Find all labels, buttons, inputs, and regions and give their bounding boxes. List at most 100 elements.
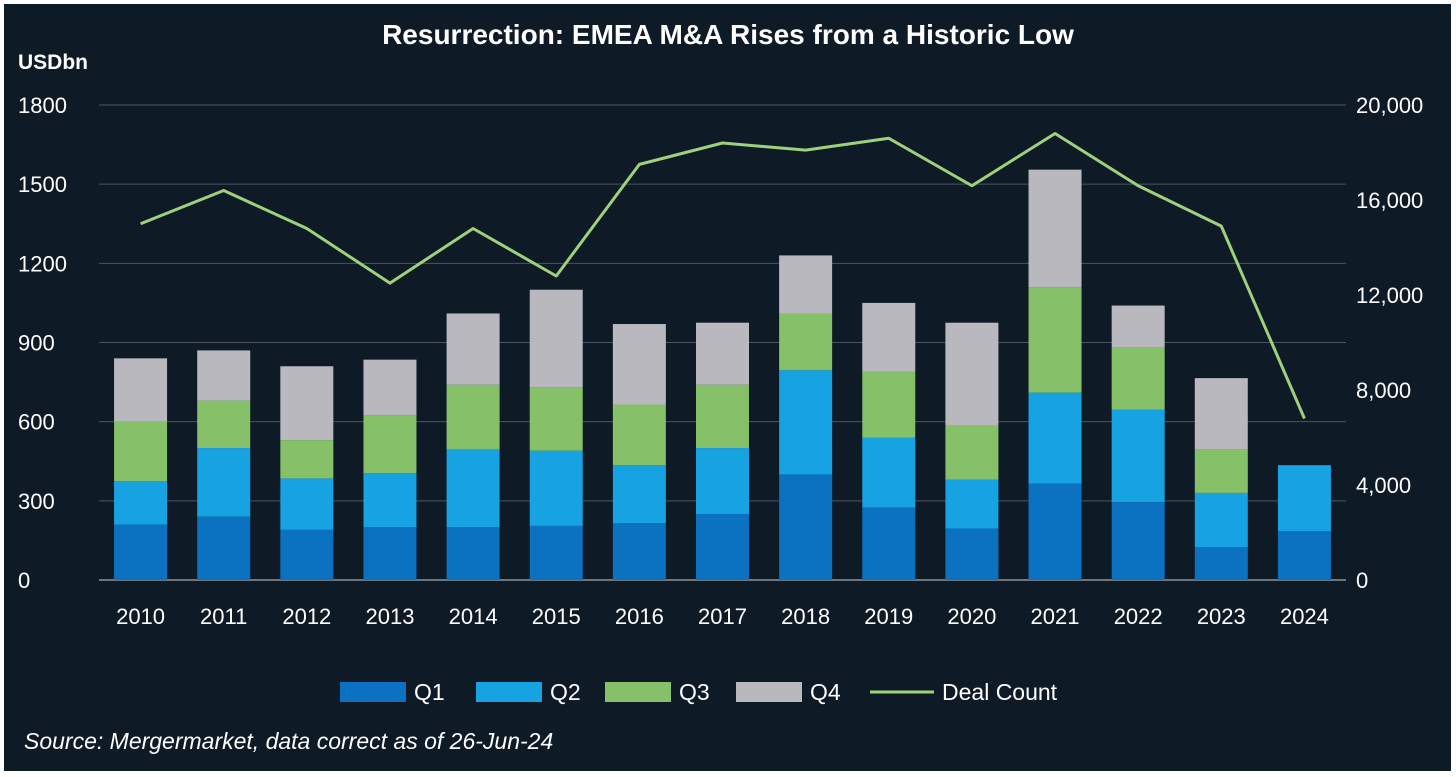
- y2-tick-label: 0: [1356, 568, 1368, 593]
- legend-label-q4: Q4: [810, 679, 841, 705]
- bar-q2-2014: [446, 449, 500, 528]
- x-tick-label: 2016: [615, 604, 664, 629]
- legend-swatch-q2: [476, 682, 542, 702]
- x-axis-ticks: 2010 2011 2012 2013 2014 2015 2016 2017 2018 2019…: [116, 604, 1329, 629]
- source-note: Source: Mergermarket, data correct as of…: [24, 728, 553, 754]
- bar-q2-2017: [696, 448, 749, 515]
- bar-q4-2011: [197, 350, 251, 401]
- y-tick-label: 900: [18, 331, 55, 356]
- legend-label-q1: Q1: [414, 679, 445, 705]
- bar-q2-2010: [114, 481, 168, 525]
- bar-q3-2014: [446, 384, 500, 450]
- bar-q1-2023: [1194, 547, 1248, 580]
- bar-q3-2015: [529, 387, 583, 451]
- y-tick-label: 1500: [18, 172, 67, 197]
- bar-q4-2022: [1111, 305, 1165, 348]
- x-tick-label: 2010: [116, 604, 165, 629]
- y-tick-label: 600: [18, 410, 55, 435]
- bar-q2-2015: [529, 450, 583, 526]
- bar-q2-2023: [1194, 492, 1248, 548]
- legend-label-q2: Q2: [550, 679, 581, 705]
- bar-q1-2013: [363, 527, 417, 580]
- bar-q3-2018: [779, 313, 833, 371]
- y2-tick-label: 8,000: [1356, 378, 1411, 403]
- y2-tick-label: 4,000: [1356, 473, 1411, 498]
- y-tick-label: 1200: [18, 251, 67, 276]
- bar-q1-2018: [779, 474, 833, 580]
- bar-q1-2010: [114, 524, 168, 580]
- bar-q4-2015: [529, 289, 583, 388]
- y-axis-unit-label: USDbn: [18, 51, 88, 74]
- legend-label-q3: Q3: [679, 679, 710, 705]
- bar-q1-2024: [1277, 531, 1331, 580]
- bar-q3-2011: [197, 400, 251, 449]
- deal-count-line-group: [140, 132, 1306, 420]
- bar-q1-2020: [945, 528, 999, 580]
- y2-axis-ticks: 0 4,000 8,000 12,000 16,000 20,000: [1356, 93, 1423, 593]
- bar-q1-2011: [197, 516, 251, 580]
- bar-q3-2017: [696, 384, 749, 449]
- chart-title: Resurrection: EMEA M&A Rises from a Hist…: [382, 19, 1074, 50]
- bar-q4-2019: [862, 302, 916, 372]
- x-tick-label: 2018: [781, 604, 830, 629]
- x-tick-label: 2023: [1197, 604, 1246, 629]
- x-tick-label: 2020: [947, 604, 996, 629]
- y-tick-label: 0: [18, 568, 30, 593]
- y2-tick-label: 12,000: [1356, 283, 1423, 308]
- bar-q2-2016: [612, 465, 666, 524]
- bar-q1-2015: [529, 525, 583, 580]
- bar-q3-2020: [945, 425, 999, 480]
- y-axis-ticks: 0 300 600 900 1200 1500 1800: [18, 93, 67, 593]
- deal-count-line: [140, 132, 1306, 420]
- y2-tick-label: 16,000: [1356, 188, 1423, 213]
- legend-swatch-q1: [340, 682, 406, 702]
- bar-q3-2012: [280, 440, 334, 479]
- bar-q3-2019: [862, 371, 916, 438]
- bar-q2-2018: [779, 370, 833, 475]
- y-tick-label: 1800: [18, 93, 67, 118]
- legend: Q1 Q2 Q3 Q4 Deal Count: [340, 679, 1058, 705]
- legend-label-deal-count: Deal Count: [942, 679, 1058, 705]
- legend-swatch-q4: [736, 682, 802, 702]
- x-tick-label: 2012: [282, 604, 331, 629]
- bar-q1-2014: [446, 527, 500, 580]
- x-tick-label: 2022: [1114, 604, 1163, 629]
- x-tick-label: 2021: [1031, 604, 1080, 629]
- bar-q2-2019: [862, 437, 916, 508]
- y2-tick-label: 20,000: [1356, 93, 1423, 118]
- bar-q3-2023: [1194, 449, 1248, 493]
- chart-frame: Resurrection: EMEA M&A Rises from a Hist…: [4, 4, 1451, 771]
- bar-q4-2013: [363, 359, 417, 416]
- chart-svg: Resurrection: EMEA M&A Rises from a Hist…: [18, 19, 1423, 754]
- bar-q4-2021: [1028, 169, 1082, 288]
- bar-q2-2013: [363, 473, 417, 528]
- bar-q2-2022: [1111, 409, 1165, 503]
- bar-q1-2016: [612, 523, 666, 580]
- bar-q3-2010: [114, 421, 168, 482]
- bar-q3-2021: [1028, 287, 1082, 393]
- legend-swatch-q3: [605, 682, 671, 702]
- bar-q1-2017: [696, 514, 749, 580]
- bar-q4-2020: [945, 322, 999, 426]
- x-tick-label: 2014: [449, 604, 498, 629]
- x-tick-label: 2015: [532, 604, 581, 629]
- bar-q4-2014: [446, 313, 500, 385]
- bar-q4-2018: [779, 255, 833, 314]
- x-tick-label: 2013: [365, 604, 414, 629]
- x-tick-label: 2011: [200, 604, 247, 629]
- y-tick-label: 300: [18, 489, 55, 514]
- bar-q1-2019: [862, 507, 916, 580]
- bar-q2-2021: [1028, 392, 1082, 484]
- bar-q3-2022: [1111, 347, 1165, 410]
- bar-q3-2013: [363, 415, 417, 474]
- bar-q4-2010: [114, 358, 168, 422]
- bar-q2-2024: [1277, 465, 1331, 532]
- bar-q2-2020: [945, 479, 999, 529]
- bar-q3-2016: [612, 404, 666, 466]
- bar-q4-2016: [612, 324, 666, 405]
- bar-q4-2023: [1194, 378, 1248, 450]
- bar-q1-2022: [1111, 502, 1165, 580]
- bar-q2-2011: [197, 448, 251, 517]
- bar-q1-2012: [280, 529, 334, 580]
- bars-group: [114, 169, 1331, 580]
